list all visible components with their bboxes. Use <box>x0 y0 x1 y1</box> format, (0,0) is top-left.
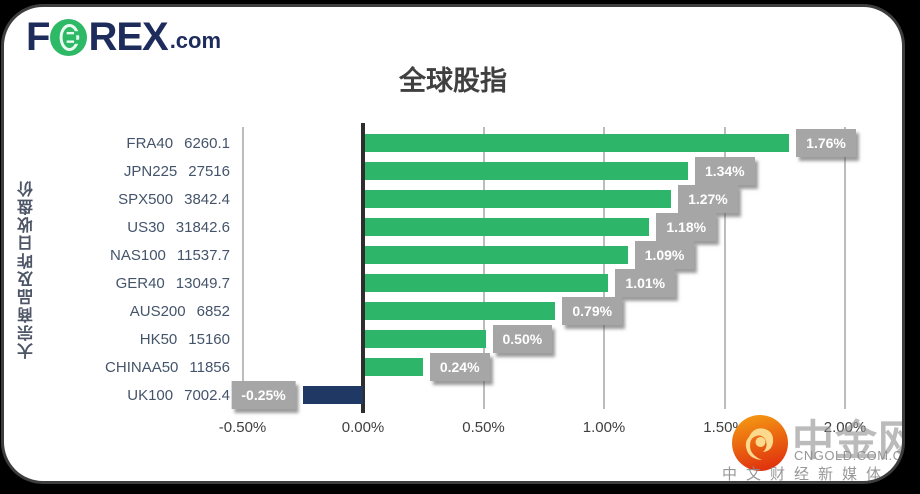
bar-value-label: 1.27% <box>678 185 738 213</box>
bar-value-label: 1.76% <box>796 129 856 157</box>
zero-axis-line <box>361 123 365 413</box>
bar-value-label: -0.25% <box>231 381 296 409</box>
bar <box>365 274 609 292</box>
cngold-flame-icon <box>732 415 788 471</box>
category-label: SPX500 3842.4 <box>40 185 230 213</box>
category-label: CHINAA50 11856 <box>40 353 230 381</box>
logo-letter-f: F <box>26 15 50 59</box>
index-name: CHINAA50 <box>105 358 179 376</box>
category-label: HK50 15160 <box>40 325 230 353</box>
index-name: US30 <box>127 218 165 236</box>
index-close-price: 11537.7 <box>176 246 230 264</box>
bar <box>365 162 688 180</box>
chart-title: 全球股指 <box>399 66 507 96</box>
chart-card: F REX .com 全球股指 大宗商品及昨日收盘价 -0.50% 0.00% 0.… <box>1 4 905 484</box>
bar <box>365 330 486 348</box>
bar-value-label: 0.50% <box>492 325 553 353</box>
bar <box>365 358 423 376</box>
x-axis-tick-label: 0.00% <box>341 419 385 436</box>
x-axis-tick-label: 0.50% <box>462 419 505 436</box>
bar-value-label: 1.01% <box>615 269 676 297</box>
index-close-price: 27516 <box>188 162 230 180</box>
logo-o-globe-icon <box>50 18 88 56</box>
index-close-price: 15160 <box>188 330 230 348</box>
index-name: GER40 <box>115 274 165 292</box>
index-close-price: 11856 <box>189 358 230 376</box>
logo-letters-rex: REX <box>88 15 168 59</box>
gridline <box>603 127 605 409</box>
index-close-price: 6260.1 <box>184 134 230 152</box>
category-label: JPN225 27516 <box>40 157 230 185</box>
bar-value-label: 0.24% <box>429 353 490 381</box>
index-name: AUS200 <box>129 302 186 320</box>
gridline <box>482 127 485 409</box>
index-close-price: 7002.4 <box>184 386 230 404</box>
index-close-price: 6852 <box>196 302 230 320</box>
index-name: NAS100 <box>110 246 166 264</box>
index-close-price: 31842.6 <box>175 218 230 236</box>
x-axis-tick-label: 2.00% <box>823 419 867 436</box>
category-label: FRA40 6260.1 <box>40 129 230 157</box>
y-axis-title: 大宗商品及昨日收盘价 <box>19 179 36 359</box>
bar <box>365 302 556 320</box>
forex-logo: F REX .com <box>26 15 221 59</box>
bar-value-label: 0.79% <box>562 297 623 325</box>
gridline <box>241 127 244 409</box>
bar <box>365 134 790 152</box>
watermark-tagline: 中文财经新媒体 <box>722 466 891 483</box>
index-name: HK50 <box>139 330 178 348</box>
index-name: JPN225 <box>123 162 178 180</box>
category-label: US30 31842.6 <box>40 213 230 241</box>
x-axis-tick-label: -0.50% <box>218 419 267 436</box>
index-close-price: 13049.7 <box>175 274 230 292</box>
bar <box>365 190 672 208</box>
index-name: FRA40 <box>126 134 174 152</box>
category-label: AUS200 6852 <box>40 297 230 325</box>
index-close-price: 3842.4 <box>184 190 230 208</box>
category-label: UK100 7002.4 <box>40 381 230 409</box>
bar <box>365 218 650 236</box>
category-label: GER40 13049.7 <box>40 269 230 297</box>
watermark-site-url: CNGOLD.COM.CN <box>794 448 905 463</box>
gridline <box>723 127 726 409</box>
index-name: SPX500 <box>118 190 174 208</box>
bar-value-label: 1.34% <box>694 157 755 185</box>
x-axis-tick-label: 1.00% <box>582 419 626 436</box>
bar-value-label: 1.18% <box>656 213 717 241</box>
bar <box>365 246 628 264</box>
category-label: NAS100 11537.7 <box>40 241 230 269</box>
bar-value-label: 1.09% <box>634 241 695 269</box>
logo-dot-com: .com <box>169 28 222 53</box>
watermark-site-name: 中金网 <box>792 417 902 464</box>
bar <box>302 386 363 404</box>
gridline <box>844 127 846 409</box>
index-name: UK100 <box>127 386 174 404</box>
cngold-watermark: 中金网 CNGOLD.COM.CN 中文财经新媒体 <box>722 415 905 481</box>
